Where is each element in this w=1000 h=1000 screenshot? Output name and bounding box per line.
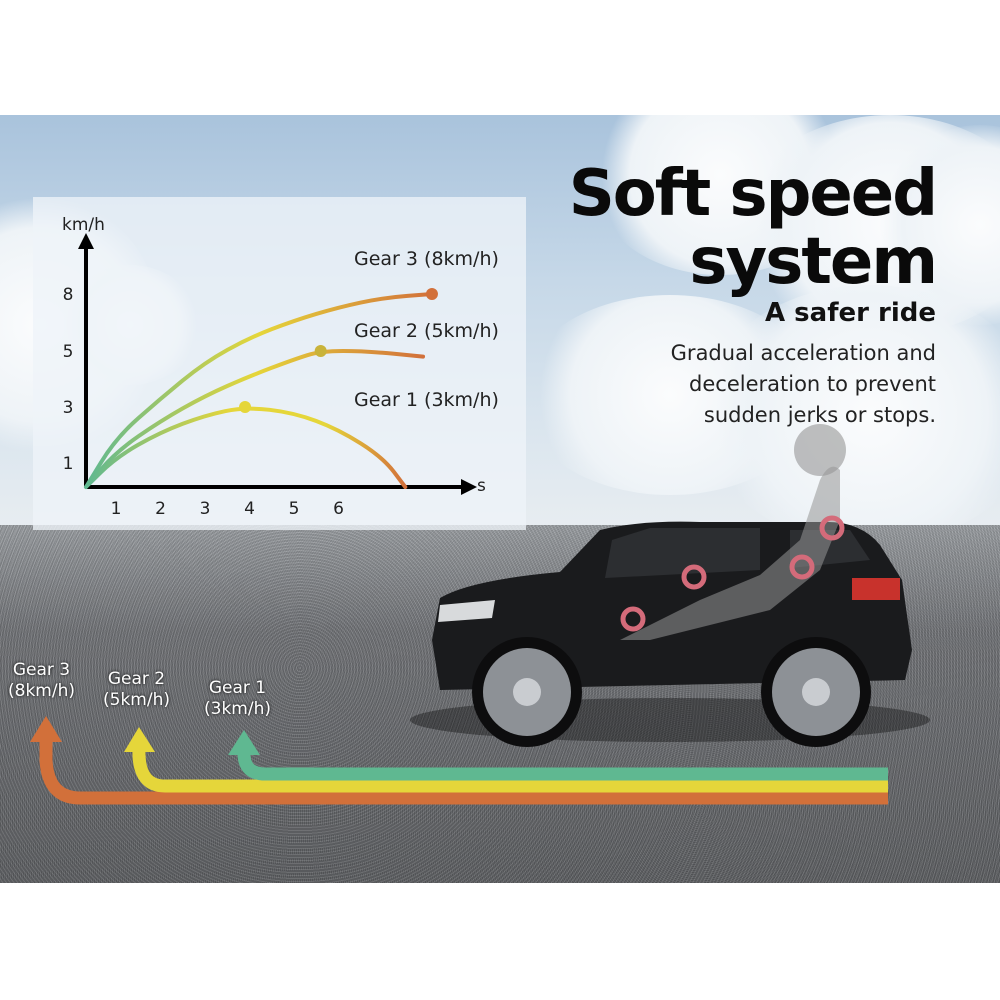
series-marker-gear2 [314,345,327,357]
speed-chart-panel: km/h s 1 2 3 4 5 6 1 3 5 8 Gear 3 (8km/h) Gear 2 (5k… [33,197,526,530]
description: Gradual acceleration and deceleration to… [671,338,936,431]
y-axis-arrow-icon [78,233,94,249]
series-marker-gear1 [239,401,252,413]
subtitle: A safer ride [765,298,936,328]
ride-on-car-image [410,424,930,747]
y-tick-label: 3 [63,398,74,418]
gear-speed: (8km/h) [8,681,75,701]
x-axis-arrow-icon [461,479,477,495]
x-tick-label: 2 [155,499,166,519]
gear2-arrow [124,727,888,793]
x-tick-label: 4 [244,499,255,519]
gear-name: Gear 1 [208,678,267,698]
gear-name: Gear 3 [12,660,71,680]
ground-label-gear3: Gear 3 (8km/h) [8,660,75,702]
series-label-gear1: Gear 1 (3km/h) [354,389,499,411]
description-line: sudden jerks or stops. [703,403,936,427]
gear-name: Gear 2 [107,669,166,689]
headline-line2: system [689,225,938,299]
x-tick-label: 5 [289,499,300,519]
gear1-arrow [228,730,888,781]
gear-speed: (3km/h) [204,699,271,719]
series-line-gear1 [84,406,408,489]
headline-line1: Soft speed [568,157,938,231]
x-tick-label: 6 [333,499,344,519]
speed-chart: km/h s 1 2 3 4 5 6 1 3 5 8 Gear 3 (8km/h) Gear 2 (5k… [62,215,499,519]
ground-label-gear2: Gear 2 (5km/h) [103,669,170,711]
series-label-gear3: Gear 3 (8km/h) [354,248,499,270]
ground-label-gear1: Gear 1 (3km/h) [204,678,271,720]
y-axis-label: km/h [62,215,105,235]
gear-speed: (5km/h) [103,690,170,710]
description-line: Gradual acceleration and [670,341,936,365]
series-label-gear2: Gear 2 (5km/h) [354,320,499,342]
headline: Soft speed system [568,157,938,299]
x-tick-label: 3 [200,499,211,519]
y-tick-label: 8 [63,285,74,305]
y-tick-label: 5 [63,342,74,362]
series-marker-gear3 [425,288,438,300]
x-tick-label: 1 [111,499,122,519]
x-axis-label: s [477,476,486,496]
series-line-gear2 [84,348,426,489]
series-line-gear3 [84,292,434,489]
description-line: deceleration to prevent [689,372,936,396]
gear3-arrow [30,716,888,805]
y-tick-label: 1 [63,454,74,474]
